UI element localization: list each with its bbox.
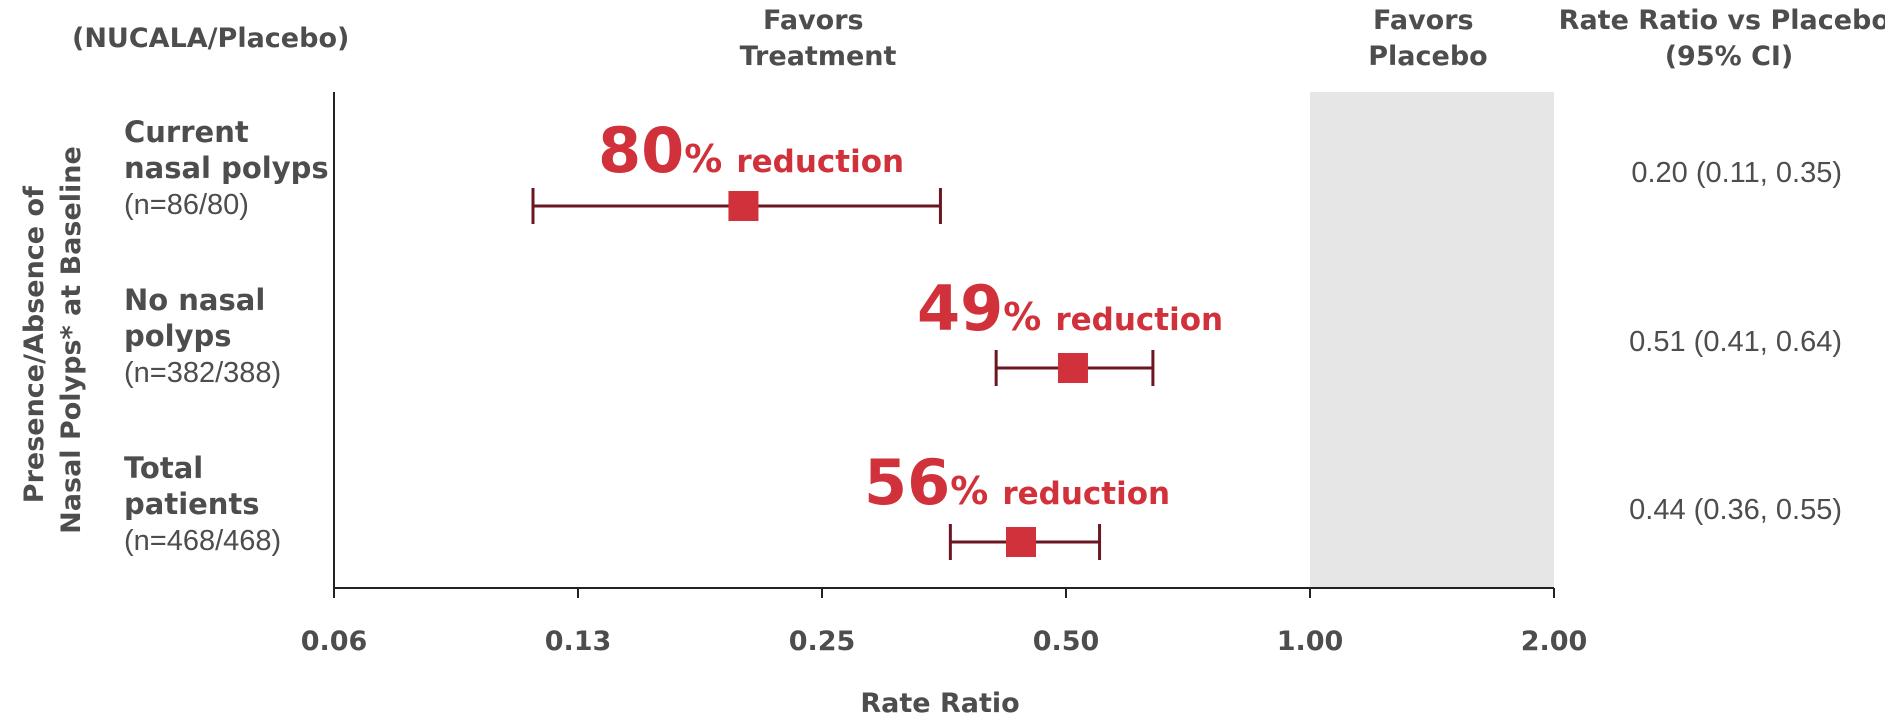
svg-text:(n=382/388): (n=382/388) [124, 357, 281, 389]
forest-row-1 [994, 350, 1155, 386]
x-tick-label-4: 1.00 [1277, 626, 1344, 657]
x-tick-label-2: 0.25 [789, 626, 856, 657]
header-favors-treatment: Favors Treatment [740, 5, 897, 72]
svg-text:Current: Current [124, 115, 249, 149]
svg-text:Total: Total [124, 451, 203, 485]
reduction-label-no-polyps: 49% reduction [917, 272, 1223, 345]
favors-placebo-region [1310, 92, 1554, 588]
header-left: (NUCALA/Placebo) [72, 23, 349, 54]
forest-marks [531, 188, 1155, 560]
forest-row-0 [531, 188, 942, 224]
x-axis-ticks: 0.06 0.13 0.25 0.50 1.00 2.00 [301, 588, 1588, 657]
x-tick-label-0: 0.06 [301, 626, 368, 657]
svg-text:polyps: polyps [124, 319, 232, 353]
estimate-marker-2 [1006, 527, 1037, 557]
ci-text-no-polyps: 0.51 (0.41, 0.64) [1629, 326, 1842, 358]
svg-text:nasal polyps: nasal polyps [124, 151, 329, 185]
reduction-label-total: 56% reduction [864, 446, 1170, 519]
y-axis-label: Presence/Absence of Nasal Polyps* at Bas… [19, 146, 87, 534]
header-ci: Rate Ratio vs Placebo (95% CI) [1559, 5, 1885, 72]
header-favors-placebo: Favors Placebo [1368, 5, 1487, 72]
row-label-current: Current nasal polyps (n=86/80) [124, 115, 329, 221]
forest-row-2 [948, 524, 1102, 560]
x-tick-label-3: 0.50 [1033, 626, 1100, 657]
x-tick-label-5: 2.00 [1521, 626, 1588, 657]
svg-text:patients: patients [124, 487, 260, 521]
ci-text-current: 0.20 (0.11, 0.35) [1631, 157, 1842, 189]
estimate-marker-1 [1057, 353, 1088, 383]
ci-text-total: 0.44 (0.36, 0.55) [1629, 494, 1842, 526]
estimate-marker-0 [728, 191, 759, 221]
svg-text:(n=468/468): (n=468/468) [124, 525, 281, 557]
row-label-no-polyps: No nasal polyps (n=382/388) [124, 283, 281, 389]
x-axis-label: Rate Ratio [860, 688, 1019, 719]
row-label-total: Total patients (n=468/468) [124, 451, 281, 557]
reduction-label-current: 80% reduction [598, 114, 904, 187]
x-tick-label-1: 0.13 [545, 626, 612, 657]
svg-text:(n=86/80): (n=86/80) [124, 189, 249, 221]
svg-text:No nasal: No nasal [124, 283, 265, 317]
